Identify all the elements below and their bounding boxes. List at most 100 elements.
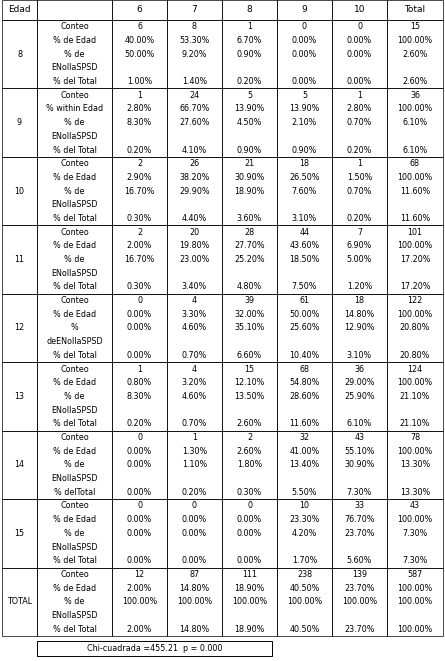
Text: 25.20%: 25.20% <box>234 255 265 264</box>
Text: 7: 7 <box>192 5 198 15</box>
Bar <box>332 0 387 20</box>
Text: 1.30%: 1.30% <box>182 447 207 455</box>
Text: 8: 8 <box>17 50 22 59</box>
Text: % del Total: % del Total <box>53 282 97 292</box>
Text: 1: 1 <box>247 22 252 31</box>
Text: 4.40%: 4.40% <box>182 214 207 223</box>
Text: 12: 12 <box>14 323 24 332</box>
Text: ENollaSPSD: ENollaSPSD <box>51 63 98 73</box>
Bar <box>167 431 222 499</box>
Text: % del Total: % del Total <box>53 625 97 634</box>
Text: 18: 18 <box>355 296 364 305</box>
Text: 36: 36 <box>410 91 420 100</box>
Text: 2.00%: 2.00% <box>127 241 152 251</box>
Text: 23.70%: 23.70% <box>344 584 375 593</box>
Text: % de Edad: % de Edad <box>53 36 96 45</box>
Bar <box>37 568 112 636</box>
Text: 2.60%: 2.60% <box>402 50 428 59</box>
Text: 14.80%: 14.80% <box>179 584 210 593</box>
Text: 139: 139 <box>352 570 367 579</box>
Bar <box>277 157 332 225</box>
Text: % de: % de <box>65 529 85 538</box>
Text: 14.80%: 14.80% <box>344 310 375 319</box>
Bar <box>167 499 222 568</box>
Text: Conteo: Conteo <box>60 91 89 100</box>
Text: 11.60%: 11.60% <box>400 214 430 223</box>
Text: 20: 20 <box>190 227 199 237</box>
Text: 8.30%: 8.30% <box>127 392 152 401</box>
Bar <box>387 89 443 157</box>
Text: 29.90%: 29.90% <box>179 186 210 196</box>
Bar <box>112 89 167 157</box>
Text: 6: 6 <box>137 5 142 15</box>
Text: 4: 4 <box>192 296 197 305</box>
Text: 40.50%: 40.50% <box>289 584 320 593</box>
Text: 13: 13 <box>15 392 24 401</box>
Text: 28.60%: 28.60% <box>289 392 320 401</box>
Text: 4.20%: 4.20% <box>292 529 317 538</box>
Text: 68: 68 <box>410 159 420 169</box>
Text: 50.00%: 50.00% <box>124 50 155 59</box>
Text: 32: 32 <box>299 433 310 442</box>
Text: 0.90%: 0.90% <box>237 50 262 59</box>
Bar <box>2 499 37 568</box>
Bar <box>332 362 387 431</box>
Text: 33: 33 <box>355 502 364 510</box>
Text: 35.10%: 35.10% <box>235 323 265 332</box>
Text: 2.60%: 2.60% <box>237 419 262 428</box>
Bar <box>37 157 112 225</box>
Text: 2.90%: 2.90% <box>127 173 152 182</box>
Text: 0: 0 <box>192 502 197 510</box>
Text: 7.30%: 7.30% <box>402 529 428 538</box>
Text: 10.40%: 10.40% <box>289 351 320 360</box>
Text: 0.00%: 0.00% <box>182 529 207 538</box>
Text: 5.50%: 5.50% <box>292 488 317 497</box>
Text: % del Total: % del Total <box>53 351 97 360</box>
Text: % del Total: % del Total <box>53 77 97 86</box>
Text: 0.20%: 0.20% <box>347 214 372 223</box>
Text: Conteo: Conteo <box>60 296 89 305</box>
Text: 100.00%: 100.00% <box>287 598 322 606</box>
Text: % de Edad: % de Edad <box>53 584 96 593</box>
Text: 0.70%: 0.70% <box>347 118 372 127</box>
Text: 0.30%: 0.30% <box>237 488 262 497</box>
Text: 23.30%: 23.30% <box>289 515 320 524</box>
Text: 7.30%: 7.30% <box>347 488 372 497</box>
Text: 2.80%: 2.80% <box>127 104 152 114</box>
Text: 100.00%: 100.00% <box>177 598 212 606</box>
Text: % within Edad: % within Edad <box>46 104 103 114</box>
Text: 101: 101 <box>408 227 422 237</box>
Text: 100.00%: 100.00% <box>397 173 433 182</box>
Text: 25.90%: 25.90% <box>344 392 375 401</box>
Text: 5.00%: 5.00% <box>347 255 372 264</box>
Text: % de Edad: % de Edad <box>53 515 96 524</box>
Text: 30.90%: 30.90% <box>235 173 265 182</box>
Text: 0.00%: 0.00% <box>127 529 152 538</box>
Text: Total: Total <box>405 5 425 15</box>
Bar <box>112 499 167 568</box>
Text: 100.00%: 100.00% <box>397 447 433 455</box>
Text: 17.20%: 17.20% <box>400 282 430 292</box>
Text: 78: 78 <box>410 433 420 442</box>
Text: 0: 0 <box>137 433 142 442</box>
Text: 38.20%: 38.20% <box>179 173 210 182</box>
Bar <box>222 293 277 362</box>
Text: 7.30%: 7.30% <box>402 556 428 565</box>
Bar <box>112 0 167 20</box>
Bar <box>387 431 443 499</box>
Bar <box>2 293 37 362</box>
Text: 0.00%: 0.00% <box>237 529 262 538</box>
Text: 13.40%: 13.40% <box>289 461 320 469</box>
Text: 0.00%: 0.00% <box>347 50 372 59</box>
Text: 12.90%: 12.90% <box>344 323 375 332</box>
Text: 0.80%: 0.80% <box>127 378 152 387</box>
Text: 14: 14 <box>15 461 24 469</box>
Bar <box>167 0 222 20</box>
Bar <box>112 431 167 499</box>
Text: 61: 61 <box>299 296 310 305</box>
Text: 0.20%: 0.20% <box>347 145 372 155</box>
Bar <box>277 499 332 568</box>
Text: 1: 1 <box>357 159 362 169</box>
Text: % de: % de <box>65 598 85 606</box>
Text: 6.10%: 6.10% <box>402 118 428 127</box>
